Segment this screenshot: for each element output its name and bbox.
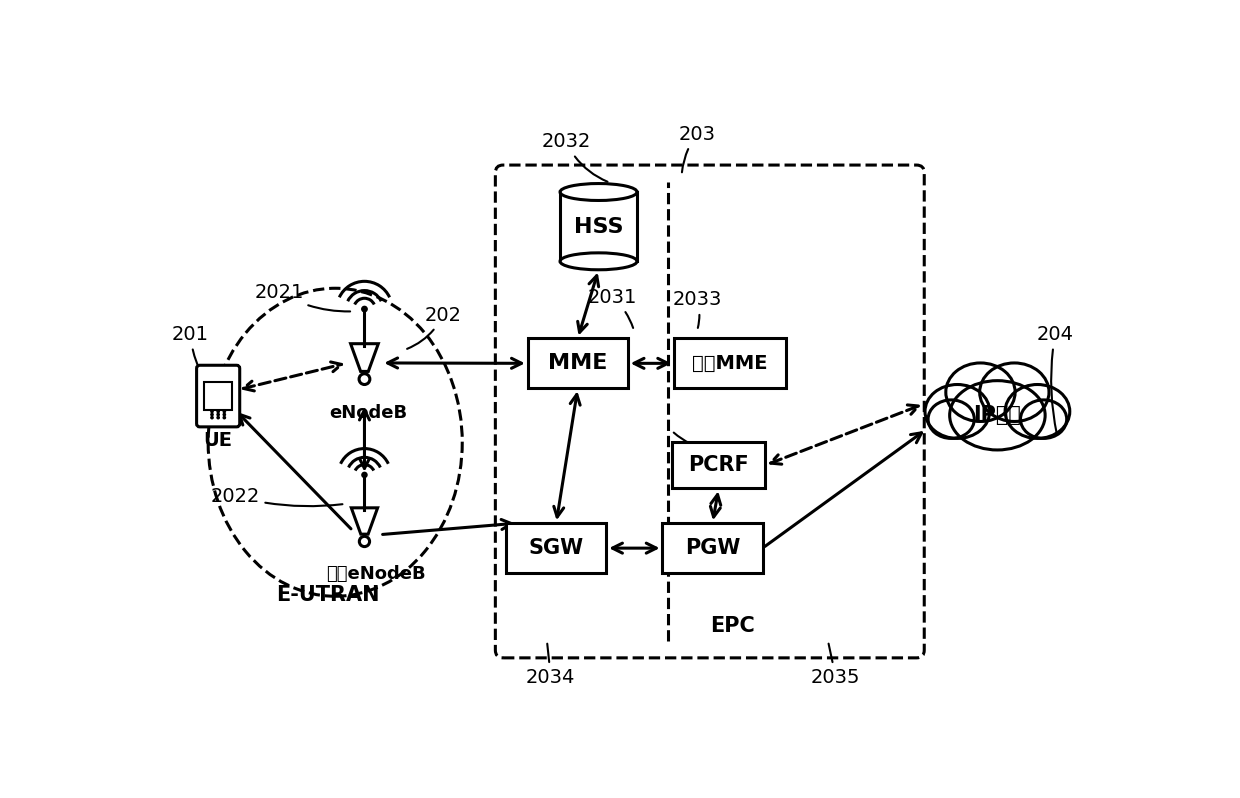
Text: IP业务: IP业务	[973, 405, 1022, 425]
Text: 2022: 2022	[211, 487, 342, 506]
Bar	[675, 338, 786, 389]
Text: UE: UE	[203, 432, 233, 451]
Polygon shape	[351, 344, 378, 371]
Text: 其它eNodeB: 其它eNodeB	[326, 566, 425, 583]
Text: SGW: SGW	[528, 538, 584, 558]
Text: E-UTRAN: E-UTRAN	[275, 585, 379, 605]
Text: 203: 203	[678, 124, 715, 172]
Text: PGW: PGW	[684, 538, 740, 558]
Circle shape	[223, 410, 226, 413]
Circle shape	[217, 413, 219, 416]
FancyBboxPatch shape	[197, 365, 239, 427]
Text: 2032: 2032	[542, 132, 608, 182]
Ellipse shape	[928, 400, 975, 438]
Text: 其它MME: 其它MME	[692, 354, 768, 373]
Circle shape	[362, 472, 367, 477]
Circle shape	[211, 417, 213, 419]
Bar	[205, 382, 232, 410]
Text: 201: 201	[172, 325, 208, 374]
Text: MME: MME	[548, 354, 608, 373]
Text: 2021: 2021	[255, 282, 350, 311]
Ellipse shape	[1006, 385, 1070, 438]
Ellipse shape	[925, 385, 990, 438]
Bar	[560, 192, 637, 261]
Ellipse shape	[560, 253, 637, 270]
Circle shape	[223, 413, 226, 416]
Polygon shape	[351, 508, 378, 534]
Circle shape	[362, 306, 367, 312]
Circle shape	[217, 417, 219, 419]
Bar	[672, 442, 765, 488]
Ellipse shape	[1021, 400, 1066, 438]
Text: HSS: HSS	[574, 217, 624, 237]
Text: 2035: 2035	[811, 644, 861, 686]
Circle shape	[211, 413, 213, 416]
Text: 2033: 2033	[672, 290, 722, 328]
Circle shape	[360, 536, 370, 547]
Text: 202: 202	[407, 306, 461, 349]
Circle shape	[223, 417, 226, 419]
Ellipse shape	[946, 363, 1016, 421]
Text: PCRF: PCRF	[688, 456, 749, 476]
Text: eNodeB: eNodeB	[330, 404, 408, 422]
Text: 204: 204	[1037, 325, 1074, 434]
Bar	[506, 523, 606, 573]
Ellipse shape	[980, 363, 1049, 421]
Ellipse shape	[560, 184, 637, 200]
Text: EPC: EPC	[711, 616, 755, 636]
Text: 2036: 2036	[673, 433, 745, 460]
Text: 2031: 2031	[588, 288, 637, 328]
Circle shape	[217, 410, 219, 413]
Text: 2034: 2034	[526, 644, 575, 686]
Ellipse shape	[950, 381, 1045, 450]
Bar	[662, 523, 763, 573]
Bar	[528, 338, 627, 389]
Circle shape	[360, 373, 370, 385]
Circle shape	[211, 410, 213, 413]
